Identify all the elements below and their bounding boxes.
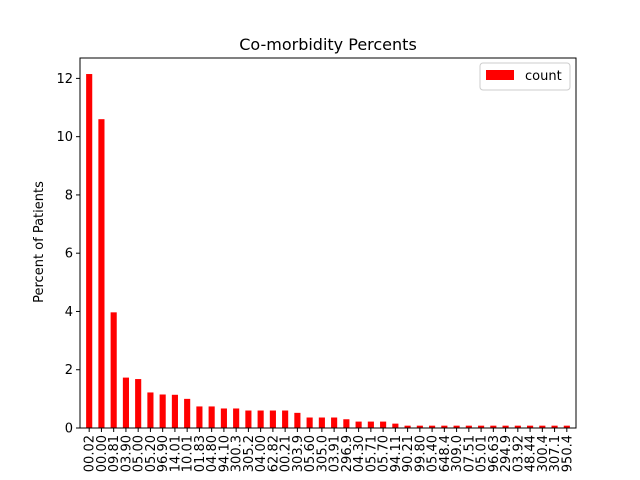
bar-303.9: [294, 412, 301, 428]
bar-309.0: [453, 425, 460, 428]
x-tick-label: 05.01: [475, 435, 490, 472]
x-tick-label: 03.91: [328, 435, 343, 472]
x-tick-label: 305.0: [315, 435, 330, 472]
legend-label: count: [525, 69, 562, 84]
plot-frame: [79, 57, 577, 429]
x-tick-label: 05.60: [303, 435, 318, 472]
bars-group: [86, 74, 570, 429]
x-tick-label: 648.4: [438, 435, 453, 472]
y-tick-label: 12: [56, 72, 73, 87]
bar-05.01: [478, 425, 485, 428]
y-tick-label: 4: [65, 305, 73, 320]
bar-03.90: [122, 377, 129, 428]
bar-03.91: [331, 417, 338, 428]
x-tick-label: 00.21: [279, 435, 294, 472]
x-tick-label: 05.00: [132, 435, 147, 472]
x-tick-label: 05.40: [426, 435, 441, 472]
bar-296.9: [343, 419, 350, 428]
x-tick-label: 96.63: [487, 435, 502, 472]
y-axis-label: Percent of Patients: [32, 181, 47, 303]
bar-09.81: [110, 312, 117, 428]
bar-05.00: [135, 379, 142, 428]
bar-305.2: [245, 410, 252, 428]
bar-05.60: [306, 417, 313, 428]
x-tick-label: 950.4: [560, 435, 575, 472]
bar-300.4: [539, 425, 546, 428]
bar-94.11: [392, 423, 399, 428]
x-tick-label: 303.9: [291, 435, 306, 472]
x-tick-label: 05.71: [364, 435, 379, 472]
bar-05.71: [367, 421, 374, 428]
x-tick-label: 07.51: [462, 435, 477, 472]
x-tick-label: 04.30: [352, 435, 367, 472]
legend-box: [479, 62, 571, 91]
y-axis: 0 2 4 6 8 10 12: [56, 72, 80, 437]
bar-04.30: [355, 421, 362, 428]
bar-00.02: [86, 74, 93, 428]
x-tick-label: 296.9: [340, 435, 355, 472]
x-tick-label: 09.81: [107, 435, 122, 472]
y-tick-label: 6: [65, 247, 73, 262]
x-tick-label: 62.82: [266, 435, 281, 472]
bar-950.4: [563, 425, 570, 428]
legend-swatch: [486, 70, 514, 80]
x-tick-label: 309.0: [450, 435, 465, 472]
bar-04.80: [208, 406, 215, 428]
chart-title: Co-morbidity Percents: [239, 35, 417, 54]
bar-90.21: [404, 425, 411, 428]
x-tick-label: 94.11: [389, 435, 404, 472]
bar-07.51: [465, 425, 472, 428]
bar-305.0: [318, 417, 325, 428]
bar-96.63: [490, 425, 497, 428]
x-tick-label: 04.80: [205, 435, 220, 472]
bar-94.10: [220, 408, 227, 428]
x-tick-label: 294.9: [499, 435, 514, 472]
bar-300.3: [233, 408, 240, 428]
bar-10.01: [184, 398, 191, 428]
bar-01.83: [196, 406, 203, 428]
x-tick-label: 10.01: [181, 435, 196, 472]
x-tick-label: 03.92: [511, 435, 526, 472]
x-tick-label: 99.80: [413, 435, 428, 472]
bar-14.01: [171, 394, 178, 428]
bar-00.21: [282, 410, 289, 428]
x-tick-label: 300.4: [536, 435, 551, 472]
bar-96.90: [159, 394, 166, 428]
x-tick-label: 04.00: [254, 435, 269, 472]
x-tick-label: 00.02: [83, 435, 98, 472]
bar-648.4: [441, 425, 448, 428]
bar-294.9: [502, 425, 509, 428]
x-tick-label: 48.44: [524, 435, 539, 472]
bar-05.20: [147, 392, 154, 428]
y-tick-label: 8: [65, 188, 73, 203]
x-tick-label: 01.83: [193, 435, 208, 472]
legend[interactable]: count: [479, 62, 571, 91]
bar-62.82: [269, 410, 276, 428]
x-tick-label: 96.90: [156, 435, 171, 472]
x-tick-label: 03.90: [119, 435, 134, 472]
x-tick-label: 307.1: [548, 435, 563, 472]
x-tick-label: 05.70: [377, 435, 392, 472]
x-tick-label: 90.21: [401, 435, 416, 472]
x-tick-label: 305.2: [242, 435, 257, 472]
y-tick-label: 0: [65, 422, 73, 437]
bar-03.92: [514, 425, 521, 428]
bar-99.80: [416, 425, 423, 428]
y-tick-label: 10: [56, 130, 73, 145]
x-tick-label: 14.01: [168, 435, 183, 472]
x-tick-label: 05.20: [144, 435, 159, 472]
bar-48.44: [527, 425, 534, 428]
bar-00.00: [98, 119, 105, 429]
bar-05.40: [429, 425, 436, 428]
bar-04.00: [257, 410, 264, 428]
x-tick-label: 00.00: [95, 435, 110, 472]
bar-05.70: [380, 421, 387, 428]
x-tick-label: 300.3: [230, 435, 245, 472]
x-axis: 00.0200.0009.8103.9005.0005.2096.9014.01…: [83, 428, 575, 472]
x-tick-label: 94.10: [217, 435, 232, 472]
y-tick-label: 2: [65, 363, 73, 378]
bar-307.1: [551, 425, 558, 428]
